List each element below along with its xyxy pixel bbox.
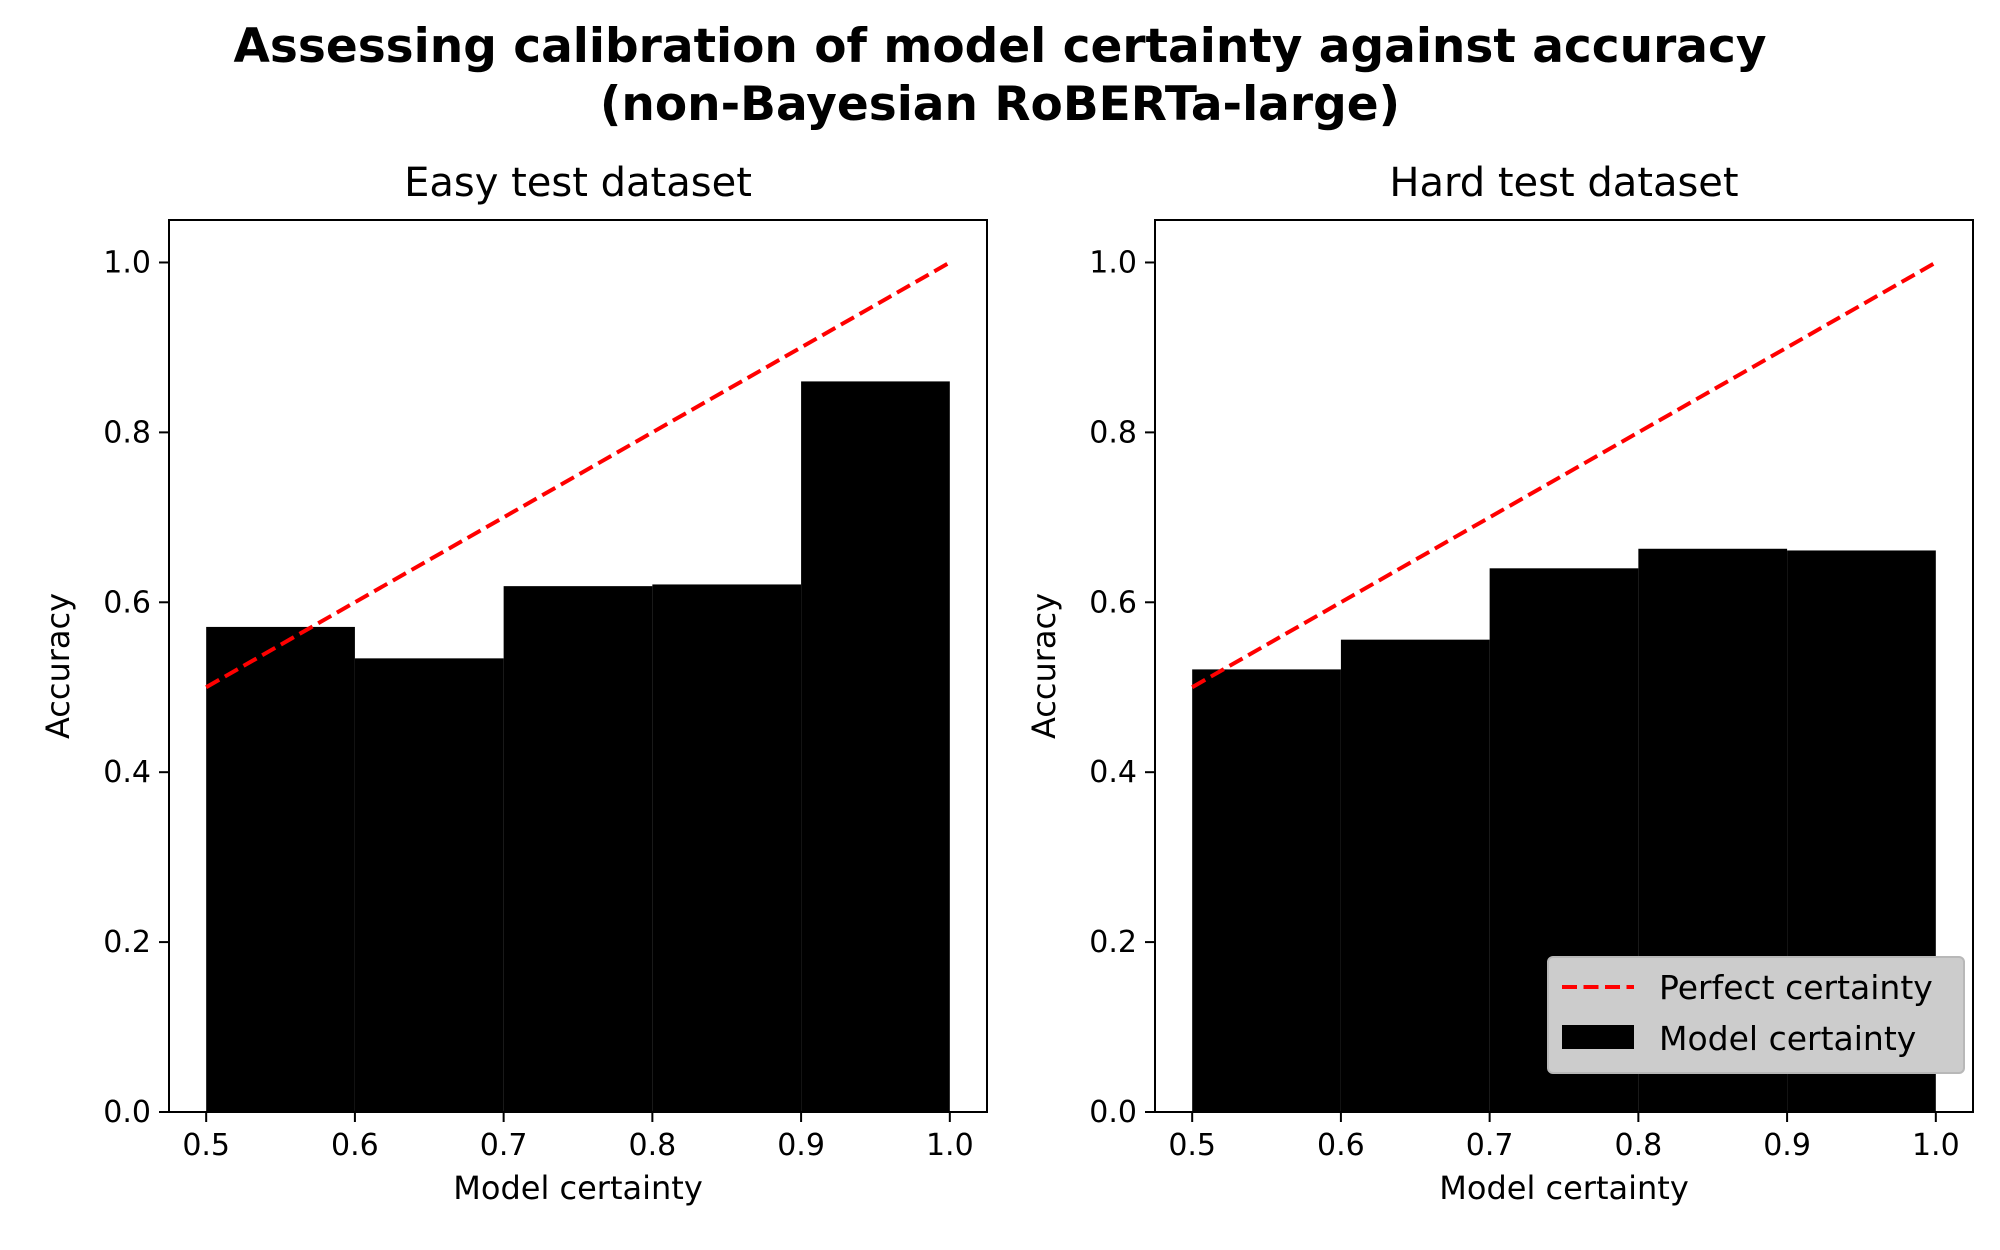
hard-xtick-label: 0.8 [1615, 1128, 1663, 1163]
hard-bar-2 [1340, 639, 1490, 1112]
easy-xtick-label: 0.9 [777, 1128, 825, 1163]
easy-yaxis-label: Accuracy [39, 593, 77, 739]
easy-bar-5 [801, 381, 950, 1112]
easy-ytick-label: 0.0 [103, 1095, 151, 1130]
hard-test-panel: 0.5 0.6 0.7 0.8 0.9 1.0 0.0 0.2 0.4 0.6 0.8 1.0 Hard… [1025, 160, 1974, 1207]
easy-ytick-label: 0.8 [103, 415, 151, 450]
easy-ytick-label: 0.4 [103, 755, 151, 790]
easy-bar-1 [206, 626, 355, 1112]
easy-xtick-label: 0.8 [629, 1128, 677, 1163]
hard-ytick-label: 0.8 [1089, 415, 1137, 450]
hard-xtick-label: 0.6 [1317, 1128, 1365, 1163]
easy-bar-4 [652, 584, 802, 1112]
legend-box [1547, 956, 1965, 1074]
hard-perfect-certainty-line [1191, 260, 1937, 689]
legend-model-certainty-label: Model certainty [1659, 1019, 1916, 1058]
easy-xtick-label: 0.7 [480, 1128, 528, 1163]
hard-ytick-label: 0.4 [1089, 755, 1137, 790]
figure-title-line1: Assessing calibration of model certainty… [234, 19, 1767, 74]
figure-title-line2: (non-Bayesian RoBERTa-large) [600, 77, 1400, 132]
legend-perfect-certainty-label: Perfect certainty [1659, 968, 1933, 1007]
hard-ytick-label: 0.0 [1089, 1095, 1137, 1130]
easy-xtick-label: 1.0 [926, 1128, 974, 1163]
hard-yaxis-label: Accuracy [1025, 593, 1063, 739]
easy-bar-3 [503, 586, 653, 1112]
hard-ytick-label: 0.6 [1089, 585, 1137, 620]
easy-test-panel: 0.5 0.6 0.7 0.8 0.9 1.0 0.0 0.2 0.4 0.6 0.8 1.0 Easy… [39, 160, 988, 1207]
hard-xtick-label: 0.5 [1168, 1128, 1216, 1163]
hard-xtick-label: 0.7 [1466, 1128, 1514, 1163]
easy-xaxis-label: Model certainty [453, 1169, 703, 1207]
hard-ytick-label: 1.0 [1089, 245, 1137, 280]
legend-model-bar-swatch [1562, 1025, 1634, 1049]
easy-axes-frame [168, 219, 988, 1113]
easy-xtick-label: 0.5 [182, 1128, 230, 1163]
easy-subplot-title: Easy test dataset [404, 160, 752, 206]
hard-bar-1 [1192, 669, 1341, 1112]
easy-perfect-certainty-line [205, 260, 951, 689]
hard-ytick-label: 0.2 [1089, 925, 1137, 960]
hard-xtick-label: 1.0 [1912, 1128, 1960, 1163]
hard-xaxis-label: Model certainty [1439, 1169, 1689, 1207]
easy-ytick-label: 0.2 [103, 925, 151, 960]
hard-subplot-title: Hard test dataset [1389, 160, 1738, 206]
easy-bar-2 [354, 658, 504, 1112]
easy-xtick-label: 0.6 [331, 1128, 379, 1163]
hard-legend: Perfect certainty Model certainty [1547, 956, 1965, 1074]
easy-ytick-label: 1.0 [103, 245, 151, 280]
hard-axes-frame [1154, 219, 1974, 1113]
hard-xtick-label: 0.9 [1763, 1128, 1811, 1163]
easy-ytick-label: 0.6 [103, 585, 151, 620]
